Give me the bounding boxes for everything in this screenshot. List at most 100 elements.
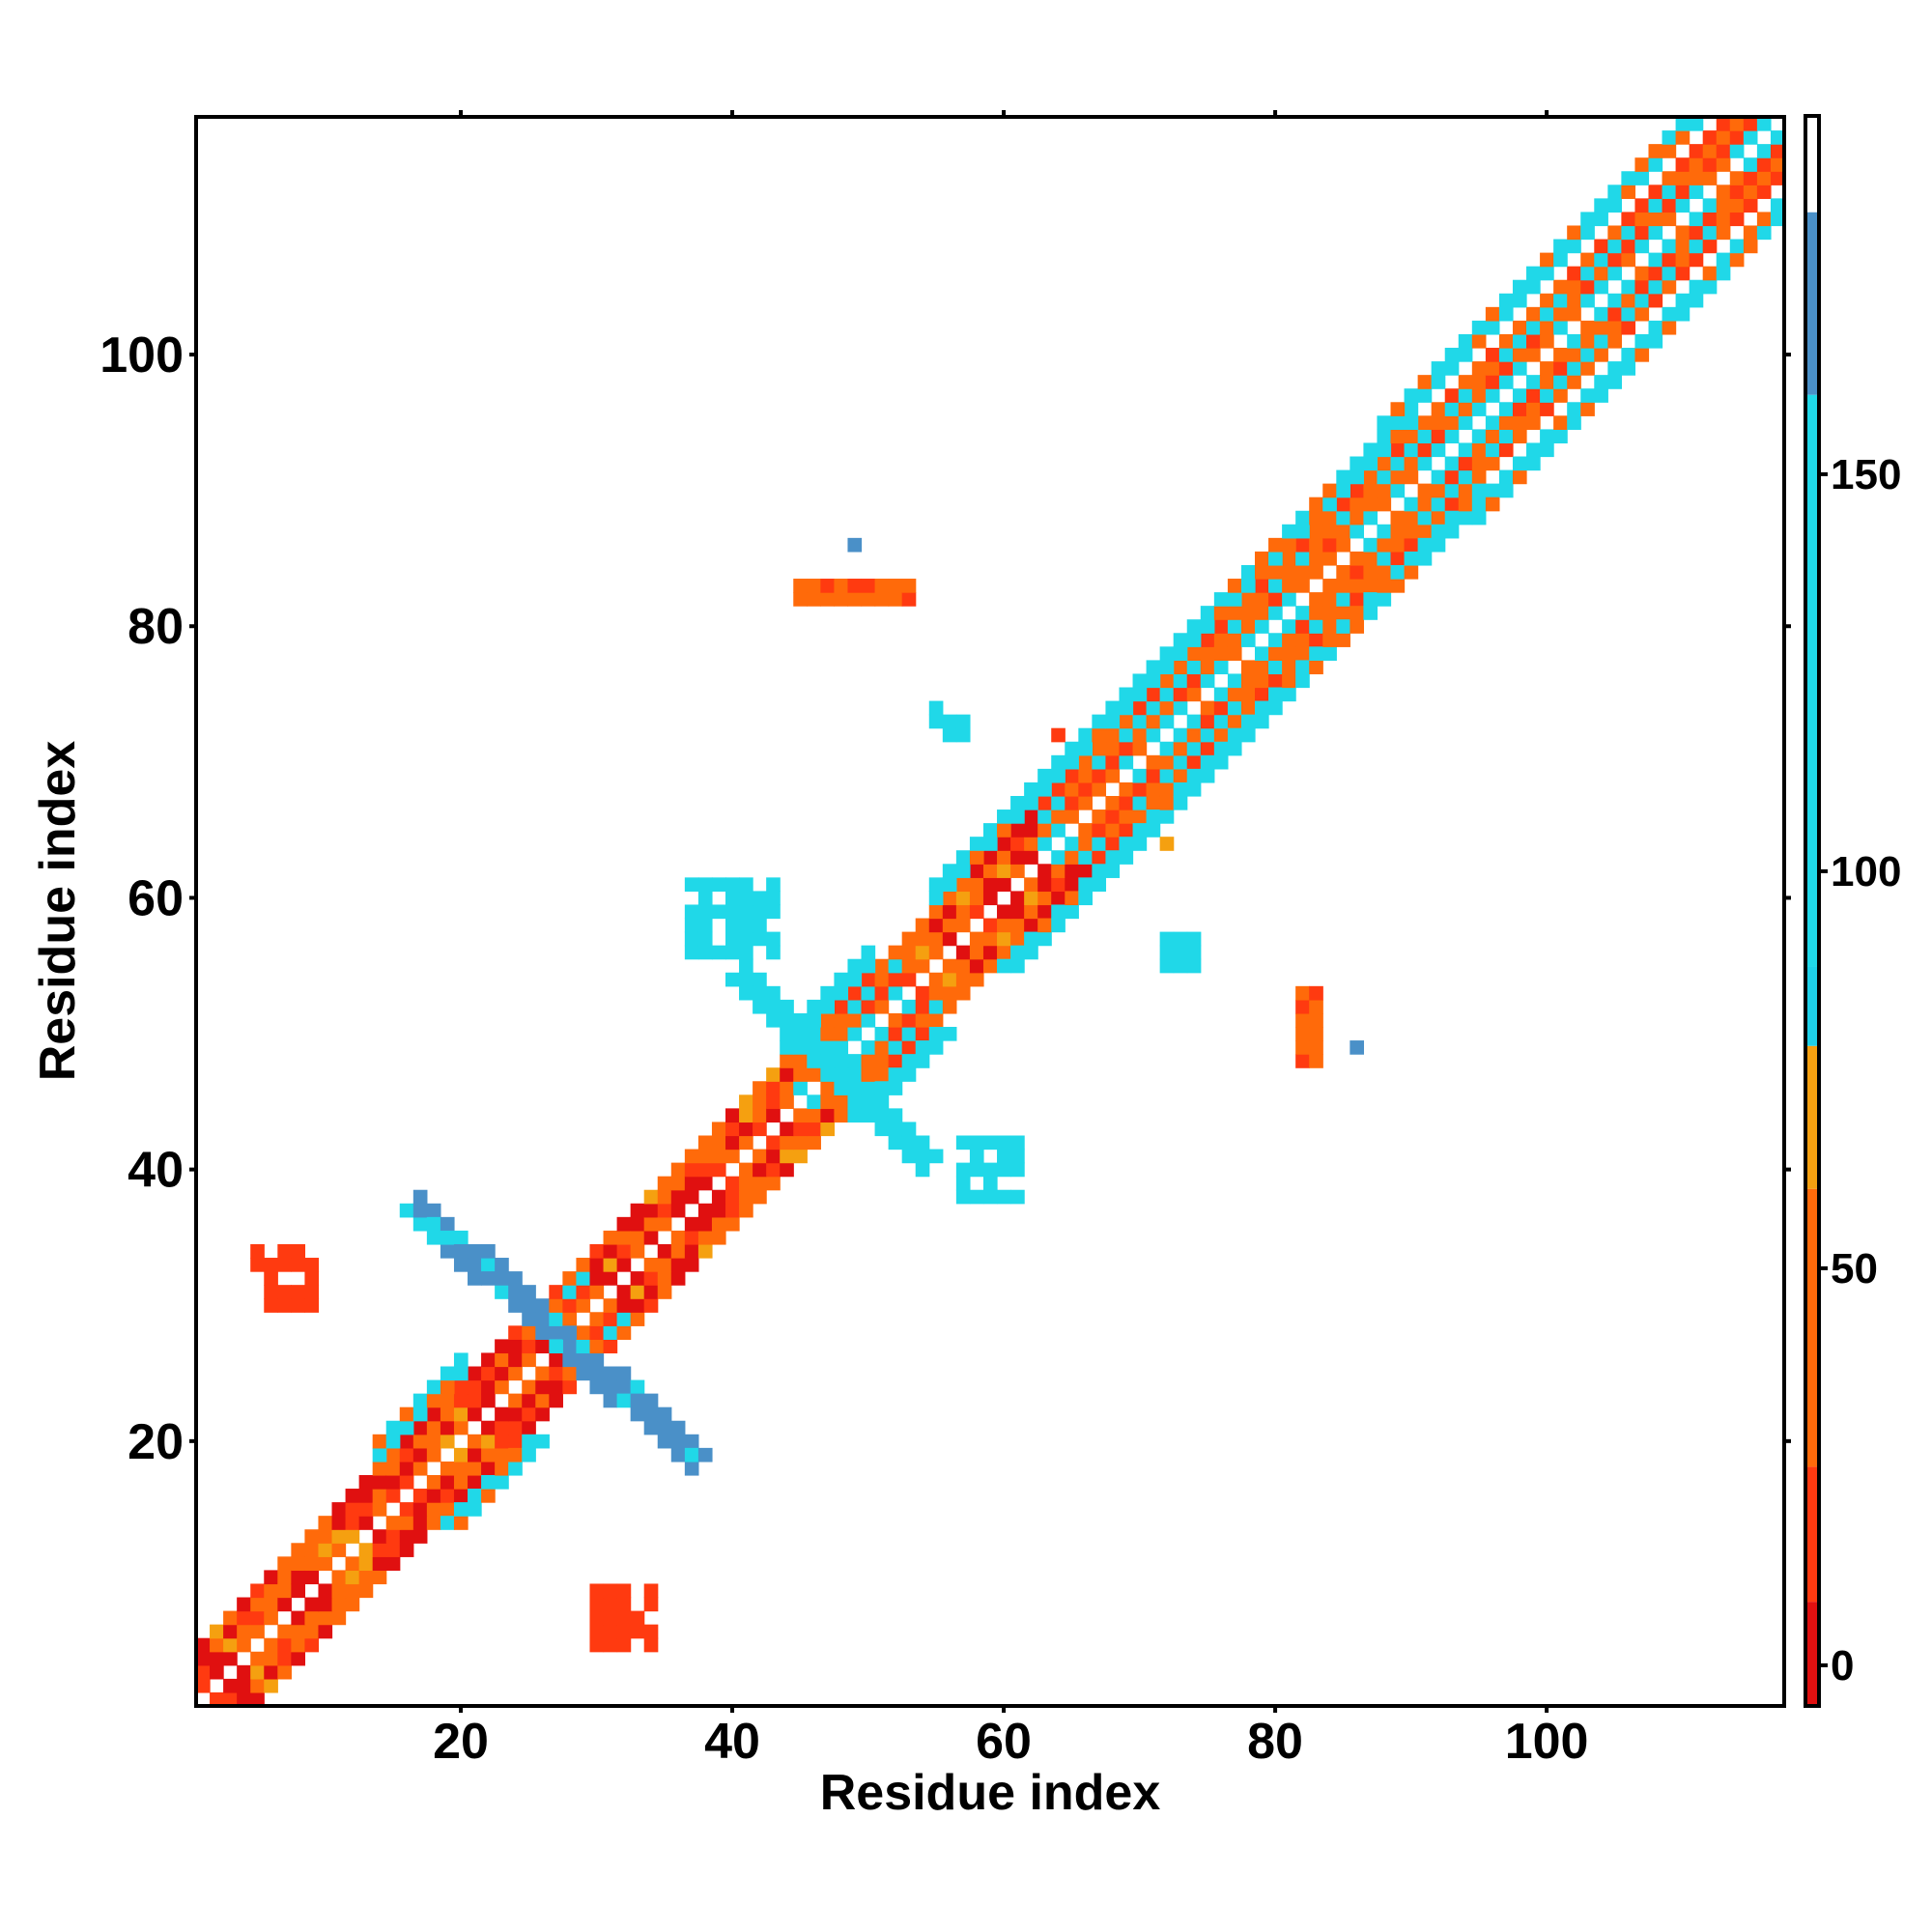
heatmap-cell (1105, 837, 1121, 851)
heatmap-cell (1350, 551, 1365, 566)
heatmap-cell (915, 1040, 930, 1055)
heatmap-cell (739, 1176, 753, 1191)
heatmap-cell (630, 1271, 645, 1286)
heatmap-cell (1743, 198, 1758, 213)
heatmap-cell (1350, 564, 1365, 580)
heatmap-cell (576, 1366, 591, 1381)
heatmap-cell (522, 1420, 536, 1435)
heatmap-cell (481, 1366, 496, 1381)
heatmap-cell (657, 1271, 672, 1286)
heatmap-cell (670, 1420, 686, 1435)
heatmap-cell (1417, 551, 1433, 566)
heatmap-cell (385, 1529, 401, 1544)
heatmap-cell (1675, 171, 1690, 185)
heatmap-cell (1200, 700, 1215, 716)
heatmap-cell (807, 1122, 821, 1137)
heatmap-cell (766, 877, 781, 893)
heatmap-cell (412, 1502, 428, 1517)
heatmap-cell (1567, 402, 1581, 416)
heatmap-cell (481, 1434, 496, 1449)
heatmap-cell (1200, 646, 1215, 661)
colorbar-tick-label: 150 (1831, 451, 1901, 498)
heatmap-cell (1580, 252, 1595, 268)
heatmap-cell (372, 1570, 387, 1585)
heatmap-cell (1350, 510, 1365, 526)
heatmap-cell (481, 1461, 496, 1476)
heatmap-cell (1689, 185, 1704, 199)
heatmap-cell (997, 810, 1011, 824)
heatmap-cell (997, 945, 1011, 960)
heatmap-cell (385, 1556, 401, 1571)
heatmap-cell (1689, 225, 1704, 241)
heatmap-cell (1240, 619, 1256, 634)
heatmap-cell (1417, 456, 1433, 471)
heatmap-cell (1363, 456, 1378, 471)
heatmap-cell (210, 1624, 224, 1639)
heatmap-cell (1621, 171, 1636, 185)
heatmap-cell (1078, 727, 1093, 743)
heatmap-cell (1092, 850, 1107, 865)
heatmap-cell (630, 1203, 645, 1218)
heatmap-cell (264, 1258, 278, 1272)
heatmap-cell (1377, 442, 1392, 458)
heatmap-cell (453, 1366, 469, 1381)
heatmap-cell (861, 1054, 876, 1068)
heatmap-cell (1729, 198, 1745, 213)
heatmap-cell (1010, 1162, 1025, 1178)
heatmap-cell (616, 1597, 632, 1612)
heatmap-cell (834, 1012, 849, 1028)
heatmap-cell (820, 1054, 836, 1068)
heatmap-cell (711, 1122, 726, 1137)
heatmap-cell (847, 1108, 863, 1123)
heatmap-cell (210, 1637, 224, 1653)
heatmap-cell (697, 1176, 713, 1191)
heatmap-cell (834, 972, 849, 987)
heatmap-cell (1621, 293, 1636, 308)
heatmap-cell (1105, 795, 1121, 810)
heatmap-cell (1024, 837, 1038, 851)
heatmap-cell (385, 1474, 401, 1490)
heatmap-cell (928, 1040, 944, 1055)
heatmap-cell (928, 918, 944, 933)
heatmap-cell (468, 1489, 482, 1503)
heatmap-cell (1404, 564, 1419, 580)
heatmap-cell (1065, 754, 1079, 770)
heatmap-cell (1065, 795, 1079, 810)
heatmap-cell (1580, 361, 1595, 376)
heatmap-cell (1255, 619, 1269, 634)
heatmap-cell (1363, 497, 1378, 512)
heatmap-cell (1295, 633, 1310, 647)
heatmap-cell (982, 945, 998, 960)
heatmap-cell (1010, 837, 1025, 851)
heatmap-cell (1390, 537, 1406, 553)
heatmap-cell (495, 1447, 509, 1463)
heatmap-cell (1132, 837, 1148, 851)
heatmap-cell (1078, 864, 1093, 878)
heatmap-cell (982, 1162, 998, 1178)
heatmap-cell (1255, 579, 1269, 593)
heatmap-cell (1309, 510, 1323, 526)
heatmap-cell (1119, 754, 1134, 770)
colorbar-frame (1804, 114, 1821, 1708)
heatmap-cell (453, 1420, 469, 1435)
heatmap-cell (1526, 333, 1541, 349)
heatmap-cell (888, 1067, 903, 1082)
heatmap-cell (1471, 320, 1487, 335)
heatmap-cell (522, 1352, 536, 1368)
heatmap-cell (522, 1406, 536, 1422)
heatmap-cell (237, 1597, 251, 1612)
heatmap-cell (1186, 673, 1202, 689)
heatmap-cell (657, 1243, 672, 1259)
heatmap-cell (453, 1352, 469, 1368)
heatmap-cell (1186, 781, 1202, 797)
heatmap-cell (725, 1135, 740, 1151)
heatmap-cell (1648, 333, 1663, 349)
heatmap-cell (1295, 646, 1310, 661)
heatmap-cell (1105, 700, 1121, 716)
heatmap-cell (385, 1447, 401, 1463)
heatmap-cell (589, 1366, 605, 1381)
heatmap-cell (643, 1583, 659, 1599)
heatmap-cell (901, 1040, 917, 1055)
heatmap-cell (1350, 469, 1365, 485)
heatmap-cell (684, 931, 699, 947)
